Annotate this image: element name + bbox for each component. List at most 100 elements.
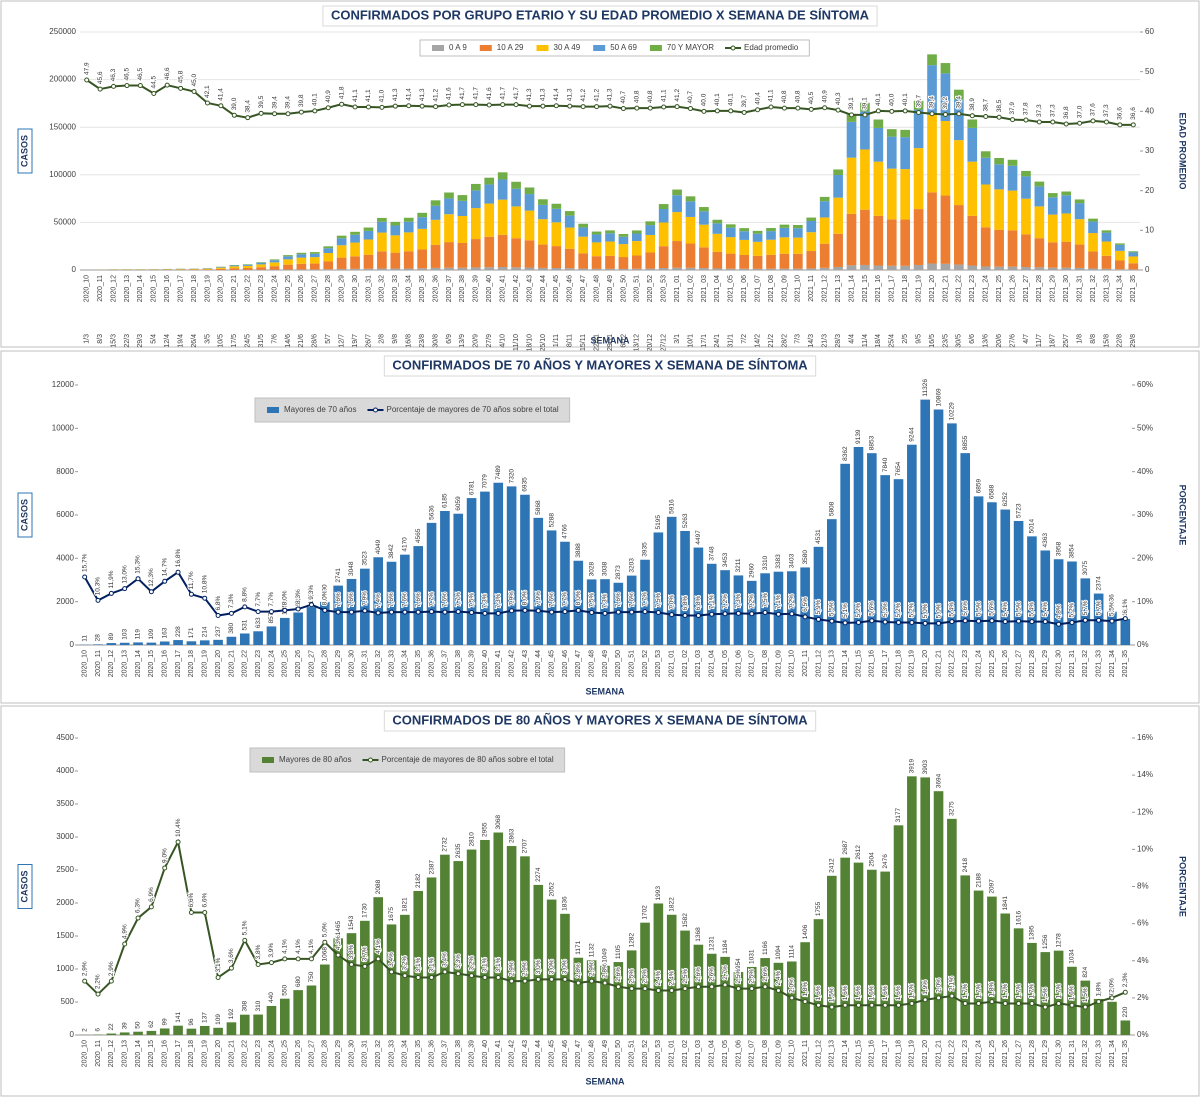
y-tick-label: 3500	[56, 799, 74, 808]
bar	[1021, 170, 1031, 177]
bar	[119, 642, 130, 645]
date-label: 21/3	[822, 334, 829, 348]
y-tick-label: 200000	[49, 75, 76, 84]
bar	[1088, 251, 1098, 269]
bar	[524, 240, 535, 268]
data-label: 7,9%	[362, 591, 369, 606]
x-tick-label: 2020_11	[97, 275, 104, 302]
line-marker	[392, 103, 398, 109]
y-tick-label: 8000	[56, 467, 74, 476]
bar	[457, 267, 468, 270]
x-tick-label: 2021_22	[949, 1040, 956, 1067]
legend-label: Edad promedio	[744, 43, 799, 52]
x-tick-label: 2020_27	[308, 1040, 315, 1067]
y-axis-title: CASOS	[19, 870, 29, 902]
bar	[886, 129, 897, 137]
bar	[840, 463, 850, 645]
bar	[1000, 509, 1011, 645]
data-label: 1,7%	[1015, 983, 1022, 998]
x-tick-label: 2020_32	[379, 275, 386, 302]
date-label: 19/7	[352, 334, 359, 348]
x-tick-label: 2020_19	[202, 650, 209, 677]
date-label: 28/6	[312, 334, 319, 348]
y2-tick-label: 6%	[1137, 919, 1149, 928]
line-marker	[682, 613, 688, 619]
data-label: 1,5%	[1042, 987, 1049, 1002]
data-label: 6,1%	[1122, 599, 1129, 614]
legend-swatch	[267, 407, 279, 413]
bar	[573, 957, 584, 1035]
bar	[900, 169, 911, 220]
bar	[658, 204, 669, 210]
bar	[551, 222, 562, 247]
bar	[591, 268, 602, 270]
data-label: 40,7	[620, 91, 627, 104]
line-marker	[855, 1002, 861, 1008]
bar	[256, 262, 266, 263]
x-tick-label: 2021_30	[1063, 275, 1070, 302]
bar	[511, 188, 521, 207]
x-tick-label: 2021_07	[749, 1040, 756, 1067]
data-label: 2,6%	[615, 967, 622, 982]
bar	[511, 267, 521, 270]
data-label: 1256	[1042, 934, 1049, 949]
y2-tick-label: 10%	[1137, 597, 1153, 606]
bar	[773, 962, 784, 1035]
bar	[186, 1028, 197, 1035]
x-tick-label: 2020_34	[406, 275, 413, 302]
bar	[927, 263, 937, 270]
line-marker	[312, 108, 318, 114]
data-label: 5263	[682, 513, 689, 528]
data-label: 5,9%	[815, 599, 822, 614]
bar	[846, 121, 857, 158]
date-label: 29/11	[607, 334, 614, 351]
y-tick-label: 0	[70, 640, 75, 649]
data-label: 2476	[882, 854, 889, 869]
date-label: 16/5	[929, 334, 936, 348]
data-label: 4,1%	[375, 939, 382, 954]
data-label: 41,7	[459, 87, 466, 100]
x-tick-label: 2020_20	[218, 275, 225, 302]
x-tick-label: 2021_08	[762, 650, 769, 677]
data-label: 1821	[402, 897, 409, 912]
bar	[242, 264, 253, 266]
bar	[900, 129, 911, 138]
x-tick-label: 2020_49	[607, 275, 614, 302]
data-label: 46,5	[124, 68, 131, 81]
data-label: 40,1	[727, 93, 734, 106]
bar	[886, 168, 897, 220]
x-tick-label: 2021_31	[1069, 1040, 1076, 1067]
line-marker	[722, 982, 728, 988]
bar	[940, 73, 951, 122]
line-marker	[602, 610, 608, 616]
line-marker	[620, 106, 626, 112]
data-label: 4,3%	[335, 935, 342, 950]
y-axis-title: CASOS	[19, 135, 29, 167]
bar	[867, 453, 877, 645]
data-label: 7,6%	[442, 592, 449, 607]
x-tick-label: 2021_12	[815, 650, 822, 677]
data-label: 503	[1109, 988, 1116, 999]
bar	[346, 933, 357, 1035]
x-tick-label: 2021_14	[842, 650, 849, 677]
data-label: 137	[201, 1012, 208, 1023]
bar	[186, 641, 197, 645]
data-label: 5723	[1015, 503, 1022, 518]
bar	[873, 265, 884, 270]
data-label: 7,6%	[335, 592, 342, 607]
y-tick-label: 1500	[56, 931, 74, 940]
line-marker	[322, 939, 328, 945]
bar	[806, 232, 817, 252]
bar	[403, 268, 414, 270]
data-label: 50	[135, 1021, 142, 1029]
data-label: 6,8%	[682, 595, 689, 610]
line-marker	[615, 609, 621, 615]
bar	[373, 557, 383, 645]
x-tick-label: 2020_13	[122, 1040, 129, 1067]
bar	[400, 554, 410, 645]
data-label: 40,8	[647, 90, 654, 103]
bar	[813, 919, 824, 1035]
bar	[333, 938, 343, 1035]
line-marker	[389, 969, 395, 975]
legend: 0 A 9 10 A 29 30 A 49 50 A 69 70 Y MAYOR Edad…	[419, 39, 810, 57]
